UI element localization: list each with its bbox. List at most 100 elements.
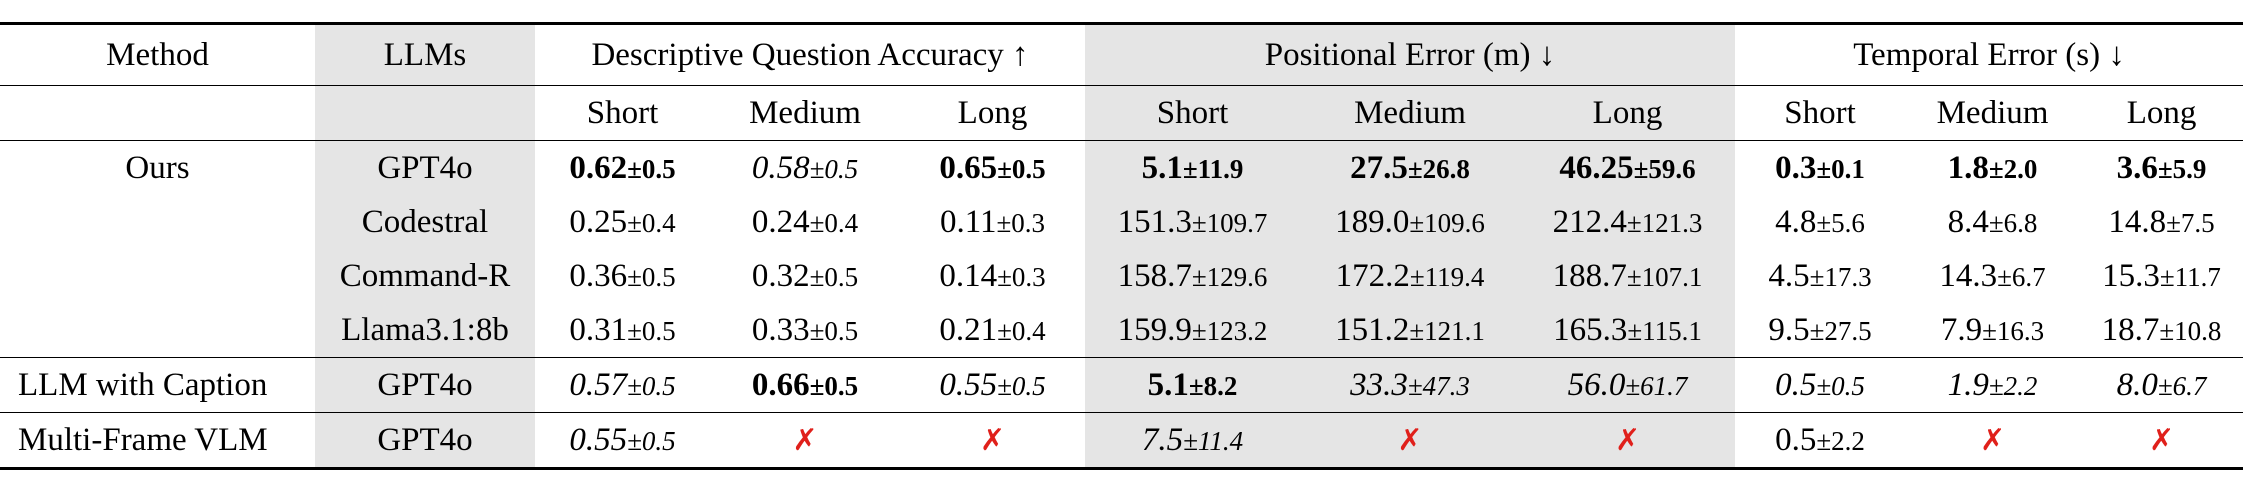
value-main: 172.2 (1335, 257, 1410, 294)
value-main: 189.0 (1335, 203, 1410, 240)
value-main: 8.0 (2116, 366, 2158, 403)
table-row: Multi-Frame VLM GPT4o 0.55±0.5 ✗ ✗ 7.5±11.4 ✗ ✗… (0, 412, 2243, 470)
value-text: 8.4±6.8 (1948, 204, 2038, 240)
value-text: 0.55±0.5 (569, 422, 675, 458)
value-main: 0.11 (939, 203, 997, 240)
subheader-cell: Short (535, 85, 710, 141)
value-main: 0.55 (939, 366, 998, 403)
value-std: ±107.1 (1626, 261, 1703, 292)
value-std: ±0.3 (996, 207, 1046, 238)
value-main: 7.5 (1141, 421, 1184, 458)
value-text: 14.8±7.5 (2108, 204, 2214, 240)
value-text: 0.25±0.4 (569, 204, 675, 240)
value-std: ±11.4 (1183, 425, 1244, 456)
method-cell: Ours (0, 140, 315, 195)
value-std: ±0.5 (809, 315, 859, 346)
value-std: ±121.1 (1409, 315, 1485, 346)
value-text: 4.5±17.3 (1768, 258, 1871, 294)
value-cell: ✗ (2080, 412, 2243, 470)
method-cell (0, 249, 315, 303)
value-main: 0.33 (751, 311, 810, 348)
value-cell: 151.3±109.7 (1085, 195, 1300, 249)
value-main: ✗ (1614, 422, 1641, 458)
value-main: 0.3 (1775, 149, 1817, 186)
value-main: 0.58 (751, 149, 810, 186)
header-llms: LLMs (315, 22, 535, 86)
value-std: ±0.5 (627, 261, 676, 292)
value-text: 4.8±5.6 (1775, 204, 1865, 240)
value-cell: 0.21±0.4 (900, 303, 1085, 358)
value-main: ✗ (2148, 422, 2175, 458)
value-main: 0.24 (751, 203, 810, 240)
value-cell: 1.8±2.0 (1905, 140, 2081, 195)
value-text: 0.36±0.5 (569, 258, 675, 294)
value-std: ±26.8 (1407, 153, 1470, 184)
value-cell: 46.25±59.6 (1520, 140, 1736, 195)
results-table: Method LLMs Descriptive Question Accurac… (0, 22, 2243, 470)
value-std: ±0.5 (627, 315, 676, 346)
value-cell: 158.7±129.6 (1085, 249, 1300, 303)
value-text: 0.62±0.5 (569, 150, 675, 186)
value-cell: 0.5±0.5 (1735, 357, 1906, 413)
value-main: 18.7 (2101, 311, 2160, 348)
value-std: ±115.1 (1627, 315, 1702, 346)
value-main: 0.36 (569, 257, 628, 294)
value-main: 151.2 (1335, 311, 1410, 348)
value-text: 151.2±121.1 (1335, 312, 1485, 348)
value-cell: 4.8±5.6 (1735, 195, 1905, 249)
value-text: 0.5±2.2 (1775, 422, 1865, 458)
value-cell: 33.3±47.3 (1300, 357, 1520, 413)
value-main: 158.7 (1117, 257, 1192, 294)
value-std: ±2.0 (1988, 153, 2038, 184)
value-main: 4.5 (1768, 257, 1810, 294)
method-cell (0, 303, 315, 358)
value-std: ±2.2 (1988, 370, 2038, 401)
value-text: 1.8±2.0 (1948, 150, 2038, 186)
value-std: ±129.6 (1191, 261, 1268, 292)
value-cell: 5.1±11.9 (1085, 140, 1300, 195)
value-main: 0.5 (1775, 421, 1817, 458)
value-main: 0.32 (751, 257, 810, 294)
value-std: ±8.2 (1188, 370, 1238, 401)
value-cell: 212.4±121.3 (1520, 195, 1736, 249)
value-cell: 8.0±6.7 (2080, 357, 2243, 413)
value-text: 0.33±0.5 (752, 312, 858, 348)
value-std: ±123.2 (1191, 315, 1268, 346)
header-method: Method (0, 22, 315, 86)
method-cell: LLM with Caption (0, 357, 315, 413)
value-main: 3.6 (2116, 149, 2158, 186)
value-cell: 0.32±0.5 (710, 249, 900, 303)
llm-cell: Codestral (315, 195, 535, 249)
value-std: ±2.2 (1816, 425, 1865, 456)
value-cell: 0.3±0.1 (1735, 140, 1906, 195)
method-cell: Multi-Frame VLM (0, 412, 315, 470)
value-cell: 0.57±0.5 (535, 357, 710, 413)
value-main: 0.65 (939, 149, 998, 186)
value-std: ±6.7 (1997, 261, 2046, 292)
value-text: 33.3±47.3 (1350, 367, 1470, 403)
value-text: 165.3±115.1 (1553, 312, 1702, 348)
value-std: ±0.4 (809, 207, 859, 238)
value-std: ±59.6 (1633, 153, 1696, 184)
value-main: 0.57 (569, 366, 628, 403)
value-cell: ✗ (1520, 412, 1736, 470)
value-text: 0.14±0.3 (939, 258, 1045, 294)
value-std: ±109.6 (1409, 207, 1485, 238)
llm-cell: GPT4o (315, 357, 535, 413)
value-cell: 0.65±0.5 (900, 140, 1085, 195)
value-text: 0.5±0.5 (1775, 367, 1865, 403)
value-cell: 0.5±2.2 (1735, 412, 1906, 470)
value-cell: 0.55±0.5 (535, 412, 710, 470)
llm-cell: GPT4o (315, 140, 535, 195)
value-main: 0.21 (939, 311, 998, 348)
value-main: 7.9 (1940, 311, 1983, 348)
header-method-blank (0, 85, 315, 141)
value-main: 14.8 (2108, 203, 2167, 240)
value-cell: 1.9±2.2 (1905, 357, 2081, 413)
llm-cell: Command-R (315, 249, 535, 303)
table-row: Command-R 0.36±0.5 0.32±0.5 0.14±0.3 158.7±1… (0, 249, 2243, 303)
header-group-descriptive-accuracy: Descriptive Question Accuracy ↑ (535, 22, 1085, 86)
value-main: 33.3 (1350, 366, 1408, 403)
value-text: 0.24±0.4 (752, 204, 858, 240)
value-cell: 172.2±119.4 (1300, 249, 1520, 303)
